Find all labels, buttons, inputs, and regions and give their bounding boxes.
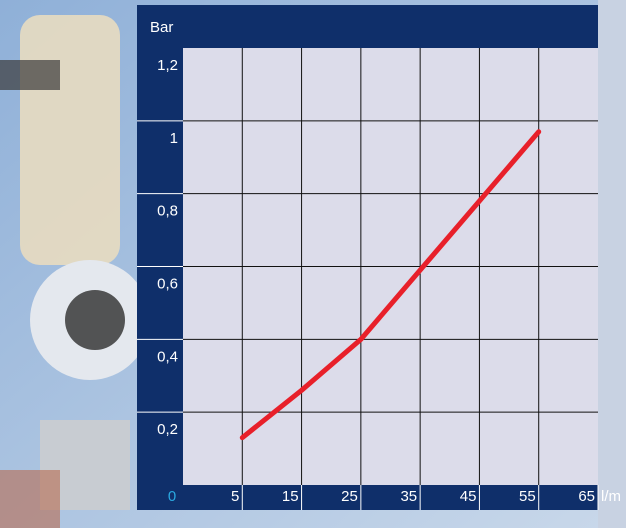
y-tick-label: 0 bbox=[168, 488, 176, 505]
chart: Bar l/m 0 0,2 0,4 0,6 0,8 1 1,2 5 15 25 35 45 55 65 bbox=[0, 0, 626, 528]
x-tick-label: 65 bbox=[578, 488, 595, 505]
y-tick-label: 0,6 bbox=[157, 275, 178, 292]
x-tick-label: 35 bbox=[400, 488, 417, 505]
x-tick-label: 15 bbox=[282, 488, 299, 505]
x-tick-label: 5 bbox=[231, 488, 239, 505]
x-tick-label: 25 bbox=[341, 488, 358, 505]
x-tick-label: 45 bbox=[460, 488, 477, 505]
y-tick-label: 0,4 bbox=[157, 348, 178, 365]
y-tick-label: 0,8 bbox=[157, 203, 178, 220]
x-axis-label: l/m bbox=[601, 488, 621, 505]
y-tick-label: 1,2 bbox=[157, 57, 178, 74]
y-axis-label: Bar bbox=[150, 19, 173, 36]
page: Bar l/m 00,20,40,60,811,25152535455565 (… bbox=[0, 0, 626, 528]
y-tick-label: 1 bbox=[170, 130, 178, 147]
x-tick-label: 55 bbox=[519, 488, 536, 505]
y-tick-label: 0,2 bbox=[157, 421, 178, 438]
